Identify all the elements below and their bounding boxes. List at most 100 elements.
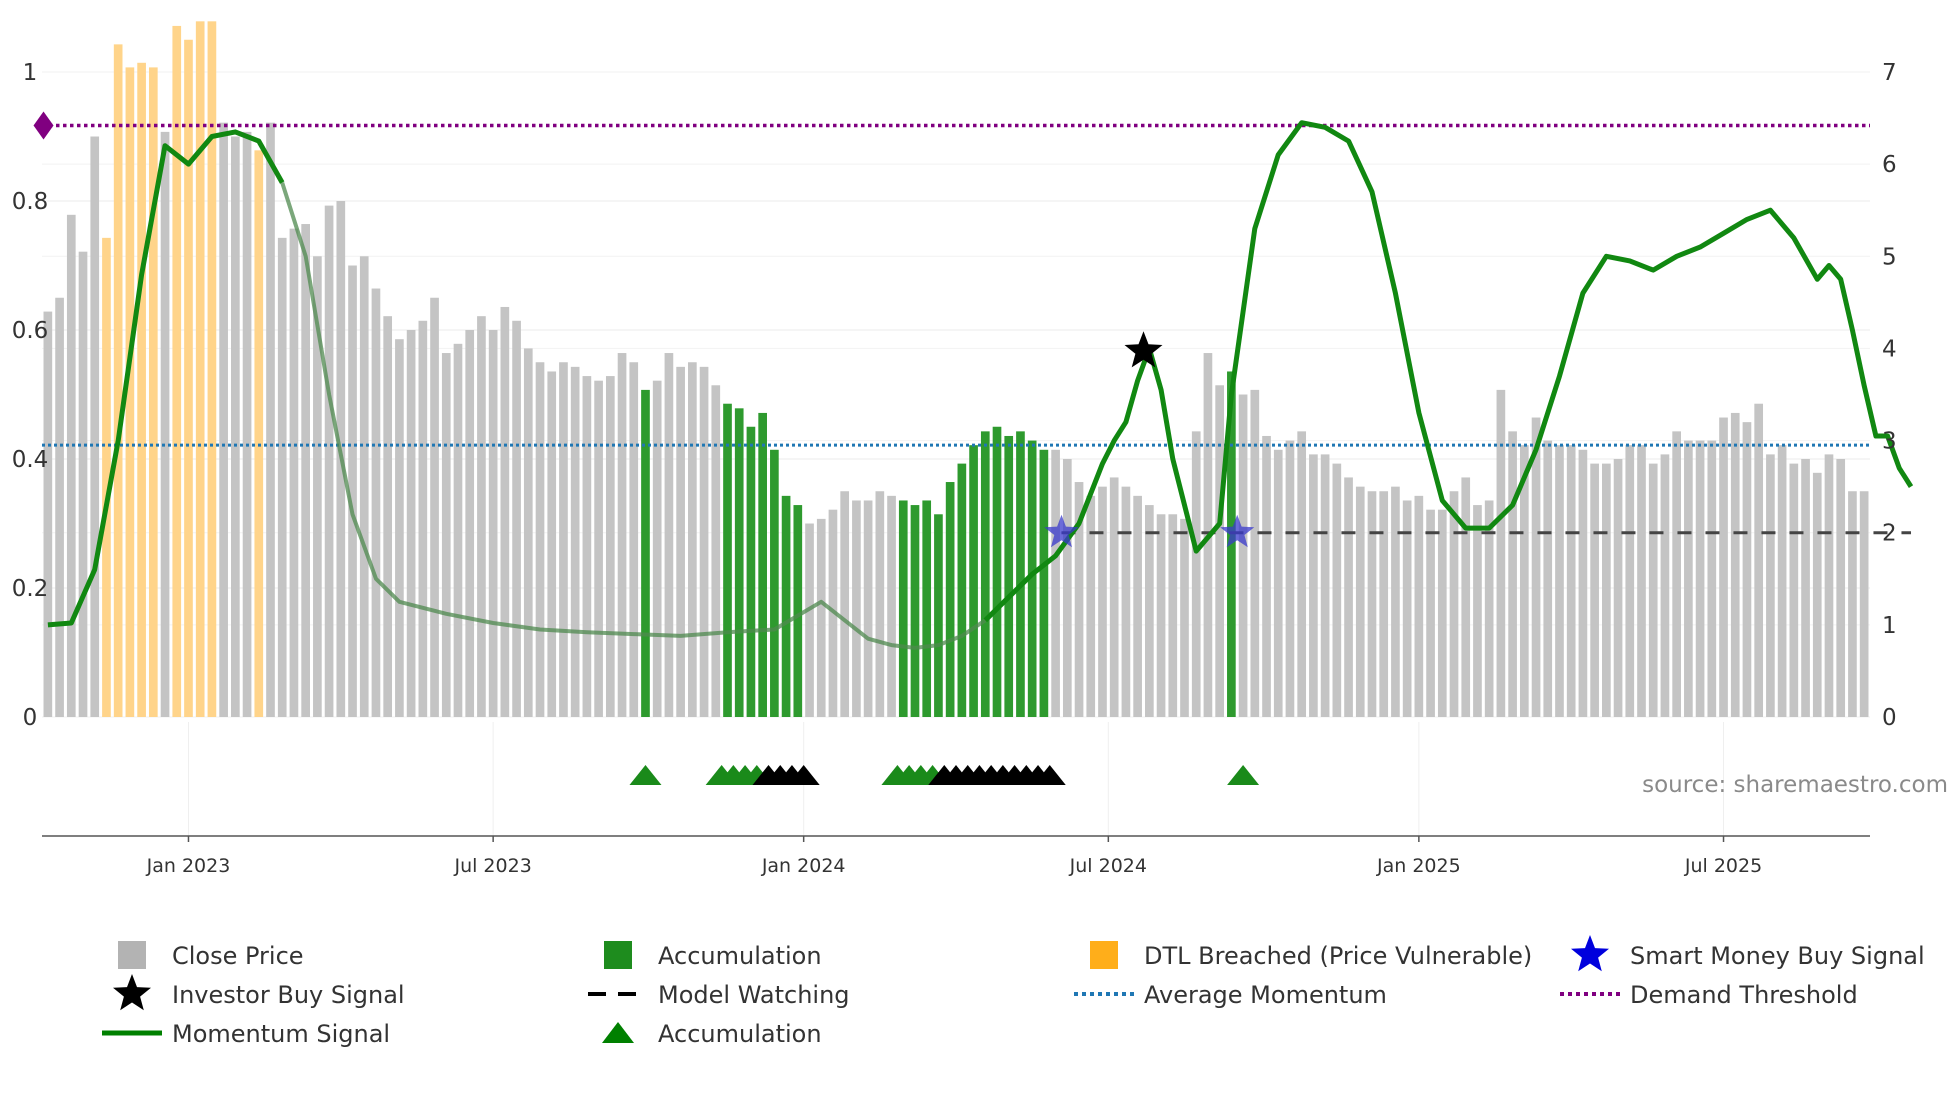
close-price-bar: [535, 362, 545, 717]
close-price-bar: [1297, 431, 1307, 717]
close-price-bar: [805, 523, 814, 717]
close-price-bar: [1660, 454, 1670, 717]
demand-threshold-marker: [33, 111, 54, 140]
accumulation-bar: [758, 412, 767, 717]
legend-triangle-swatch: [602, 1022, 634, 1043]
close-price-bar: [406, 330, 416, 717]
close-price-bar: [1156, 514, 1166, 717]
momentum-signal-line: [983, 120, 1914, 623]
accumulation-bar: [781, 495, 791, 717]
x-tick-label: Jul 2023: [453, 855, 531, 877]
close-price-bar: [418, 320, 428, 717]
right-y-tick-label: 2: [1882, 521, 1897, 547]
accumulation-bar: [793, 505, 803, 717]
right-y-tick-label: 6: [1882, 152, 1897, 178]
legend-label: Smart Money Buy Signal: [1630, 942, 1925, 970]
close-price-bar: [160, 131, 170, 718]
accumulation-bar: [992, 426, 1002, 717]
close-price-bar: [699, 366, 709, 717]
close-price-bar: [1766, 454, 1775, 717]
legend-item: Model Watching: [588, 981, 850, 1009]
accumulation-bar: [969, 445, 978, 717]
dtl-bar: [148, 67, 158, 717]
source-label: source: sharemaestro.com: [1642, 772, 1948, 798]
momentum-signal-line-faded: [280, 181, 987, 650]
close-price-bar: [1332, 463, 1342, 717]
legend-item: Accumulation: [602, 1020, 822, 1048]
legend-label: Demand Threshold: [1630, 981, 1858, 1009]
close-price-bar: [1684, 440, 1693, 717]
close-price-bar: [559, 362, 568, 717]
accumulation-bar: [922, 500, 932, 717]
dtl-bar: [254, 150, 264, 718]
dtl-bar: [113, 44, 123, 718]
close-price-bar: [1543, 440, 1553, 717]
close-price-bar: [371, 288, 381, 717]
right-y-tick-label: 7: [1882, 60, 1897, 86]
legend-item: Close Price: [118, 941, 304, 970]
legend-label: Accumulation: [658, 1020, 822, 1048]
close-price-bar: [1273, 449, 1283, 717]
close-price-bar: [1262, 435, 1271, 717]
close-price-bar: [863, 500, 873, 717]
close-price-bar: [477, 316, 486, 717]
legend-label: Accumulation: [658, 942, 822, 970]
right-y-tick-label: 3: [1882, 429, 1897, 455]
bars-layer: [43, 21, 1869, 718]
close-price-bar: [617, 353, 627, 717]
dtl-bar: [172, 25, 182, 717]
legend: Close Price Accumulation DTL Breached (Pri…: [102, 935, 1925, 1048]
close-price-bar: [465, 330, 475, 717]
close-price-bar: [66, 214, 76, 718]
close-price-bar: [1648, 463, 1658, 717]
left-y-tick-label: 1: [23, 60, 38, 86]
legend-square-swatch: [118, 941, 146, 969]
close-price-bar: [1496, 389, 1506, 717]
accumulation-bar: [1227, 371, 1236, 717]
close-price-bar: [1344, 477, 1353, 717]
close-price-bar: [231, 136, 240, 717]
close-price-bar: [359, 256, 369, 717]
accumulation-bar: [910, 505, 920, 717]
close-price-bar: [430, 297, 439, 717]
legend-star-swatch: [1571, 935, 1609, 972]
x-tick-label: Jan 2023: [146, 855, 231, 877]
close-price-bar: [1355, 486, 1365, 717]
dtl-bar: [184, 39, 193, 717]
close-price-bar: [1437, 509, 1447, 717]
close-price-bar: [277, 237, 287, 717]
accumulation-bar: [934, 514, 943, 717]
accumulation-bar: [898, 500, 908, 717]
close-price-bar: [664, 353, 674, 717]
dtl-bar: [207, 21, 217, 718]
close-price-bar: [1531, 417, 1541, 717]
close-price-bar: [711, 385, 721, 717]
right-y-tick-label: 5: [1882, 244, 1897, 270]
x-tick-label: Jul 2025: [1684, 855, 1762, 877]
close-price-bar: [1625, 445, 1635, 717]
accumulation-bar: [980, 431, 990, 717]
close-price-bar: [1836, 459, 1846, 717]
legend-item: DTL Breached (Price Vulnerable): [1090, 941, 1532, 970]
close-price-bar: [242, 131, 252, 718]
grid-layer: [42, 71, 1870, 836]
left-y-tick-label: 0.4: [12, 447, 49, 473]
accumulation-bar: [1027, 440, 1037, 717]
close-price-bar: [1730, 412, 1740, 717]
legend-label: DTL Breached (Price Vulnerable): [1144, 942, 1532, 970]
close-price-bar: [1086, 495, 1096, 717]
accumulation-bar: [1004, 435, 1014, 717]
close-price-bar: [1672, 431, 1681, 717]
close-price-bar: [1508, 431, 1517, 717]
close-price-bar: [1590, 463, 1599, 717]
close-price-bar: [523, 348, 533, 717]
close-price-bar: [1461, 477, 1471, 717]
close-price-bar: [1309, 454, 1318, 717]
x-tick-label: Jan 2025: [1376, 855, 1461, 877]
close-price-bar: [1859, 491, 1869, 717]
accumulation-bar: [1039, 449, 1049, 717]
legend-label: Average Momentum: [1144, 981, 1387, 1009]
close-price-bar: [1250, 389, 1260, 717]
close-price-bar: [1789, 463, 1799, 717]
close-price-bar: [1473, 505, 1482, 717]
